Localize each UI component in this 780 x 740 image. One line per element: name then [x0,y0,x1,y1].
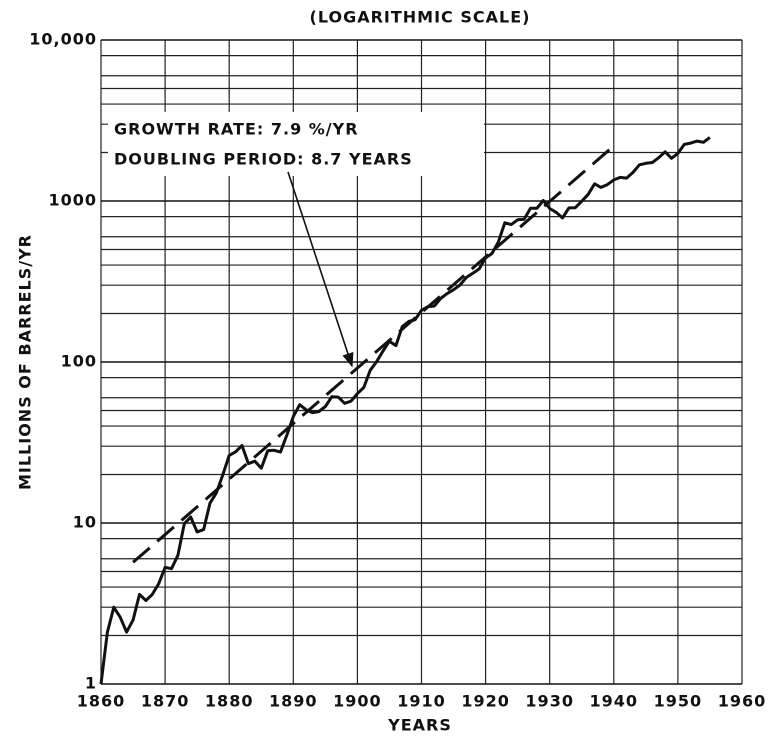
x-tick-label: 1900 [333,692,382,711]
x-tick-label: 1920 [461,692,510,711]
x-tick-label: 1860 [77,692,126,711]
y-tick-label: 10,000 [29,30,97,49]
x-tick-label: 1940 [590,692,639,711]
x-tick-label: 1960 [718,692,767,711]
y-tick-label: 1 [85,674,97,693]
chart-title: (LOGARITHMIC SCALE) [310,8,531,27]
data-line [99,136,711,685]
y-tick-label: 100 [61,352,97,371]
y-axis-label: MILLIONS OF BARRELS/YR [16,234,35,490]
x-tick-label: 1880 [205,692,254,711]
y-tick-label: 10 [73,513,97,532]
x-axis-label: YEARS [387,716,452,735]
x-tick-label: 1950 [654,692,703,711]
x-tick-label: 1890 [269,692,318,711]
x-tick-label: 1930 [525,692,574,711]
x-tick-label: 1910 [397,692,446,711]
x-tick-label: 1870 [141,692,190,711]
annotation: GROWTH RATE: 7.9 %/YR [114,120,359,139]
trend-line [132,144,615,564]
annotation: DOUBLING PERIOD: 8.7 YEARS [114,150,413,169]
annotation-arrow [287,171,354,368]
y-tick-label: 1000 [48,191,97,210]
annotation-box [108,112,484,176]
